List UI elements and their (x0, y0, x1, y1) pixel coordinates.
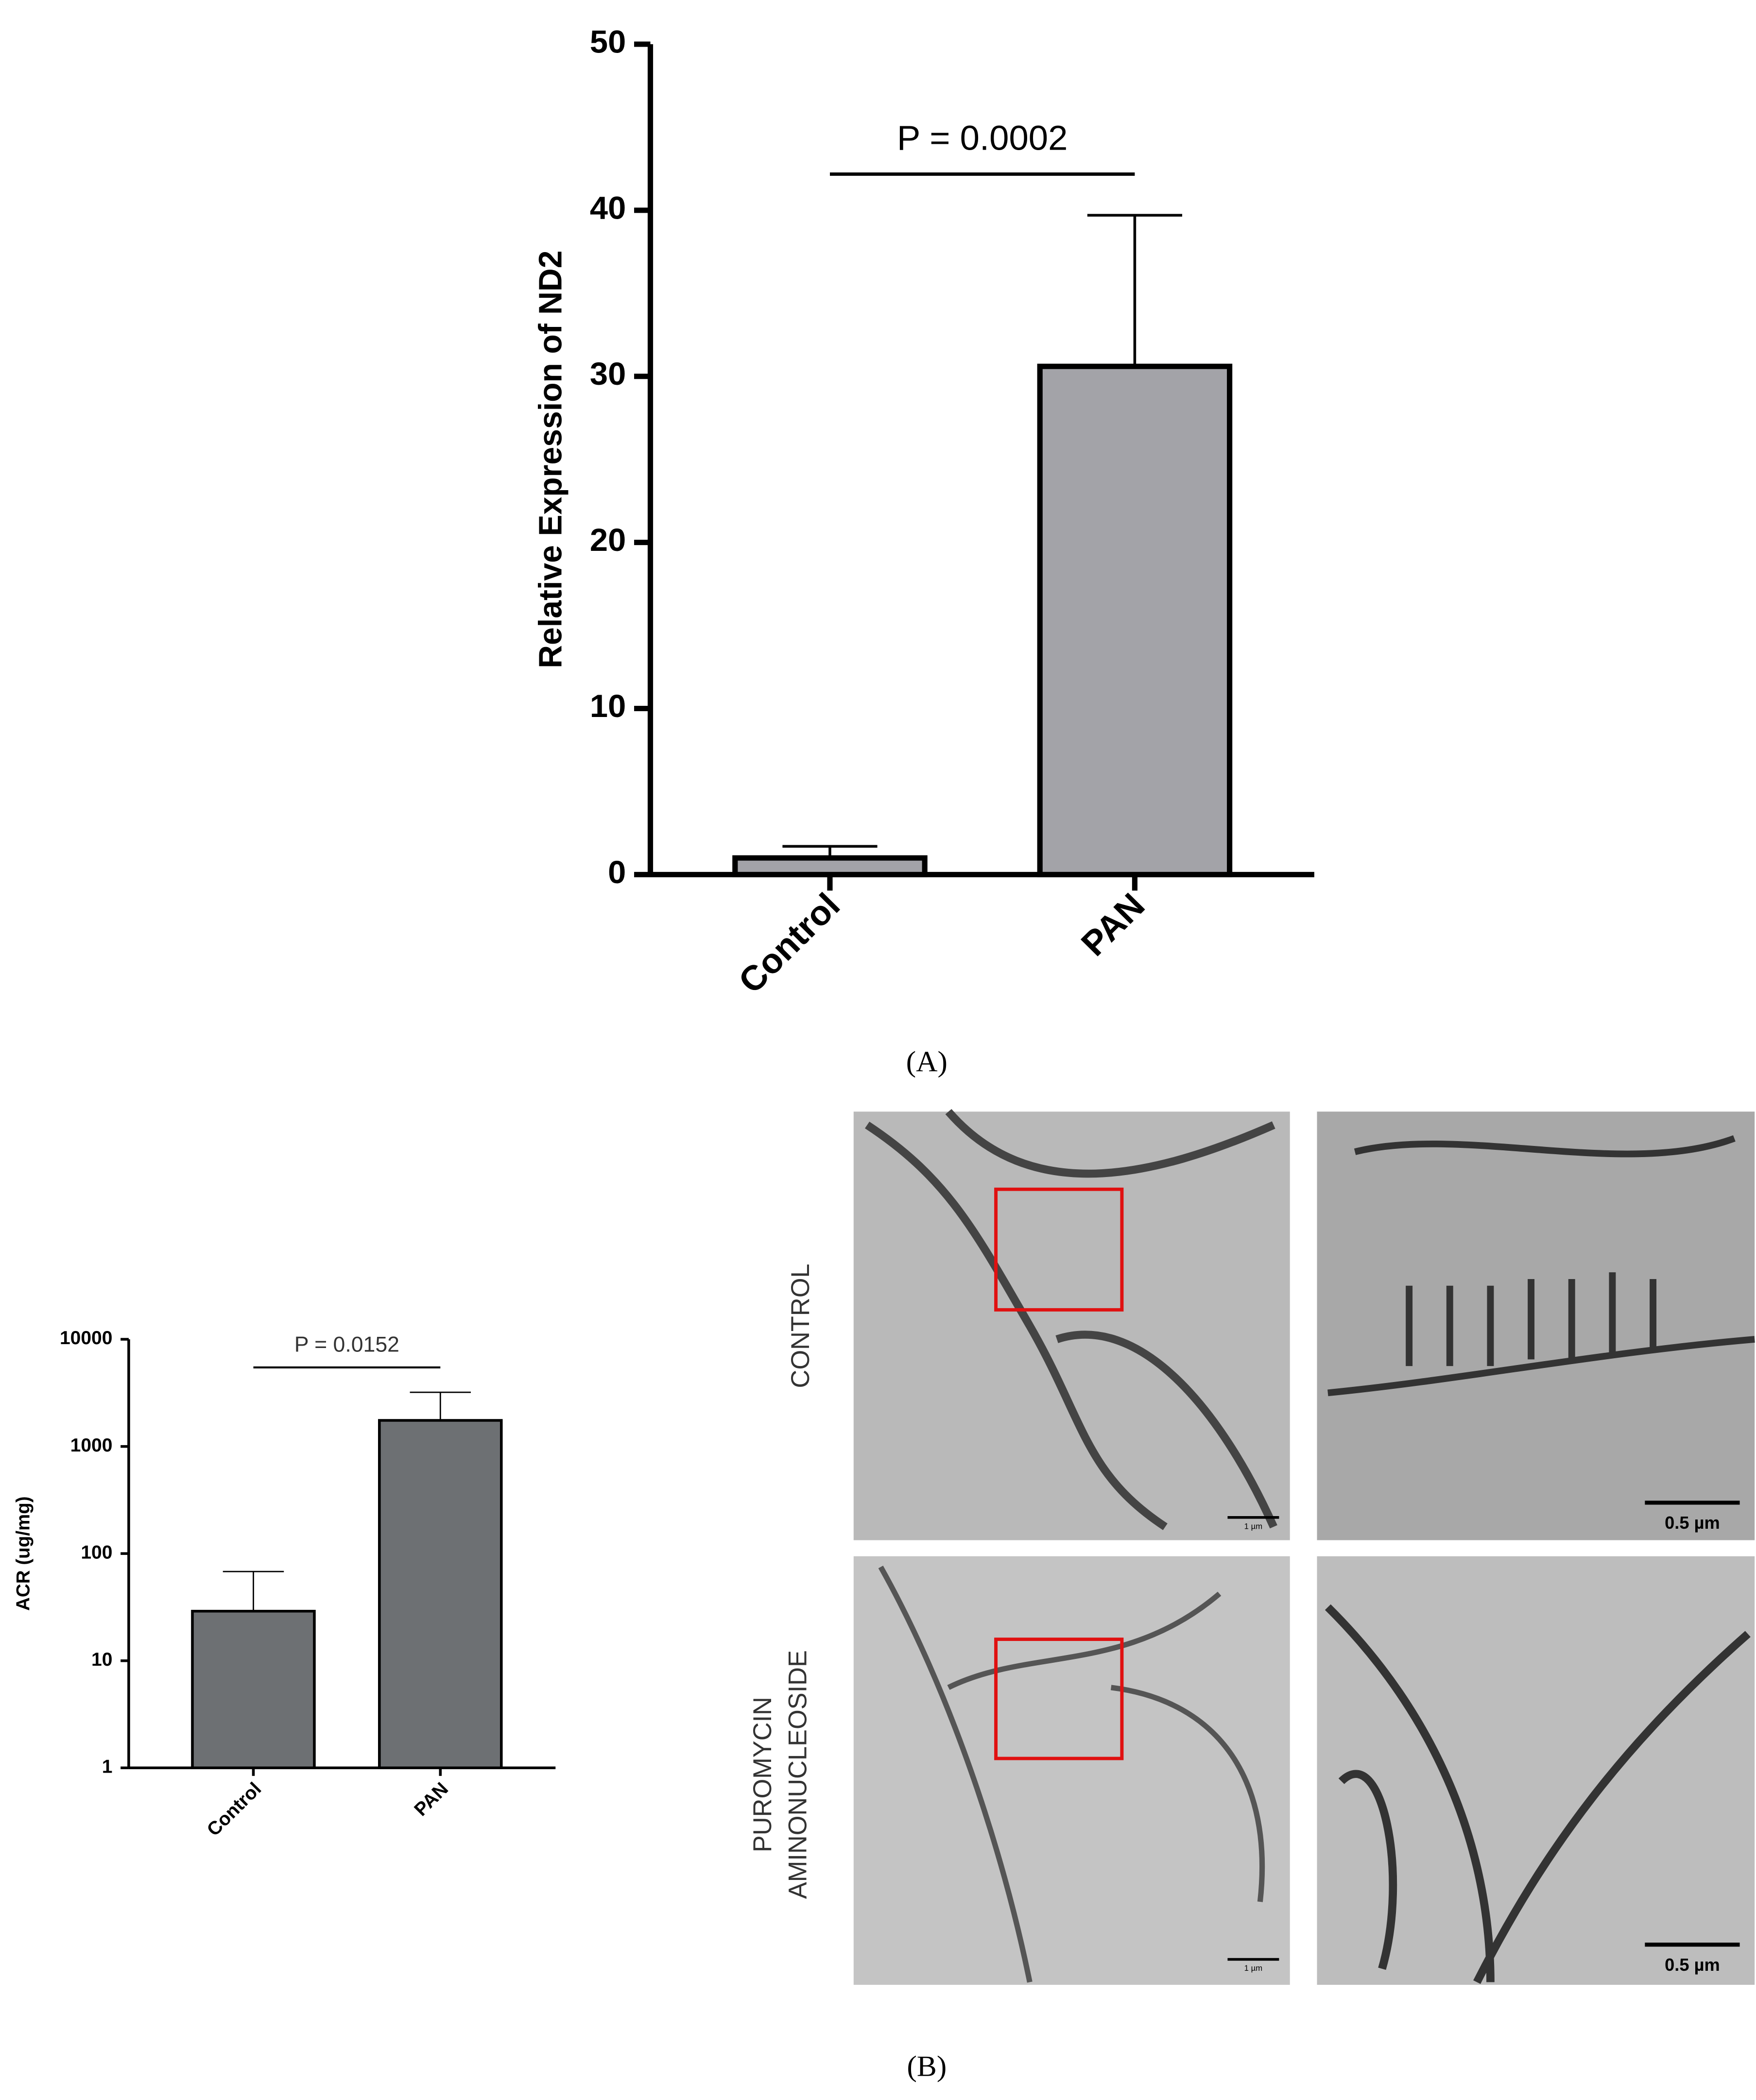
zoom-box (994, 1638, 1124, 1760)
row-label: PUROMYCIN (748, 1697, 776, 1852)
micrograph (1317, 1111, 1755, 1540)
micrograph (853, 1111, 1290, 1540)
panel-label: (A) (906, 1046, 947, 1078)
bar (378, 1419, 503, 1770)
y-tick-label: 20 (590, 522, 626, 558)
annotation: P = 0.0002 (897, 119, 1067, 158)
y-axis-label: ACR (ug/mg) (13, 1496, 34, 1611)
y-tick-label: 30 (590, 357, 626, 393)
micrograph-detail (878, 1566, 1265, 1983)
y-tick-label: 10 (590, 688, 626, 724)
y-tick-label: 1 (102, 1757, 113, 1777)
zoom-box (994, 1187, 1124, 1312)
y-tick-label: 10 (91, 1649, 112, 1670)
micrographs: 1 µm 0.5 µm 1 µm 0.5 µm CONTROL PUROMYCI… (748, 1109, 1755, 1985)
scale-bar-label: 0.5 µm (1665, 1513, 1720, 1533)
x-tick-label: Control (731, 886, 847, 1001)
row-label: AMINONUCLEOSIDE (783, 1650, 812, 1899)
bar (191, 1609, 316, 1770)
y-tick-label: 1000 (70, 1435, 113, 1456)
micrograph-detail (1325, 1604, 1751, 1984)
scale-bar-label: 0.5 µm (1665, 1955, 1720, 1975)
micrograph-detail (1327, 1135, 1755, 1397)
y-tick-label: 40 (590, 190, 626, 226)
micrograph (1317, 1556, 1755, 1985)
annotation: P = 0.0152 (294, 1333, 399, 1357)
panel-label: (B) (907, 2050, 947, 2083)
micrograph (853, 1556, 1290, 1985)
x-tick-label: Control (203, 1778, 266, 1840)
x-tick-label: PAN (1074, 886, 1152, 963)
scale-bar-label: 1 µm (1244, 1521, 1263, 1531)
bar (1037, 363, 1233, 877)
y-tick-label: 100 (81, 1542, 112, 1563)
y-tick-label: 50 (590, 24, 626, 60)
row-label: CONTROL (786, 1263, 815, 1388)
micrograph-detail (865, 1109, 1277, 1530)
y-tick-label: 10000 (60, 1328, 113, 1349)
y-axis-label: Relative Expression of ND2 (533, 251, 568, 668)
y-tick-label: 0 (608, 854, 626, 890)
scale-bar-label: 1 µm (1244, 1963, 1263, 1973)
x-tick-label: PAN (410, 1778, 452, 1820)
bar (732, 855, 928, 877)
